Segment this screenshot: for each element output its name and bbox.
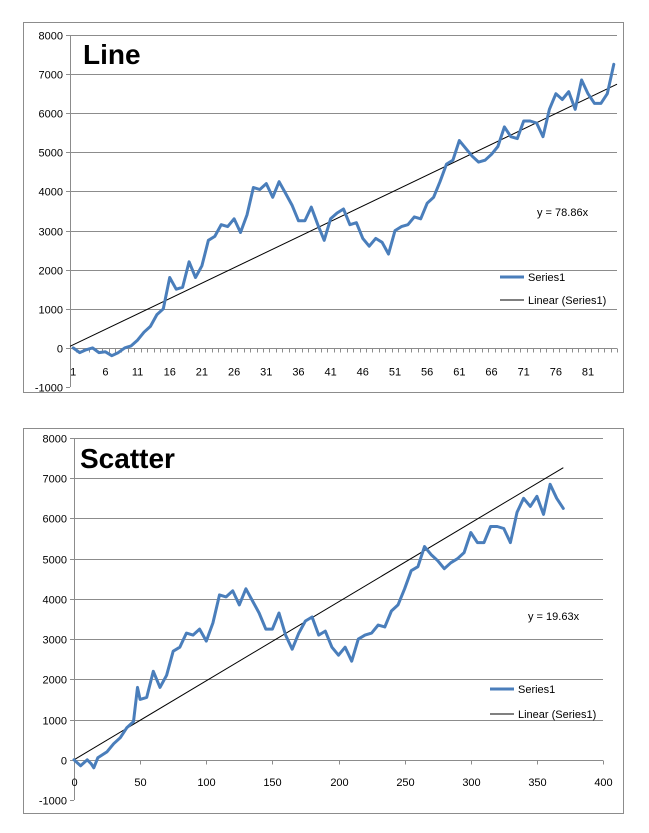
line-trendline [69, 83, 618, 347]
scatter-legend-trend-label: Linear (Series1) [518, 709, 596, 721]
line-chart-frame [23, 22, 624, 393]
scatter-y-tick-label: 7000 [43, 474, 67, 486]
scatter-x-tick-label: 50 [134, 777, 146, 789]
line-x-tick-label: 21 [196, 367, 208, 379]
line-chart-title: Line [83, 39, 141, 70]
scatter-x-tick-label: 250 [396, 777, 414, 789]
line-y-tick-label: 6000 [39, 109, 63, 121]
line-y-tick-label: 4000 [39, 187, 63, 199]
line-x-tick-label: 1 [70, 367, 76, 379]
scatter-series-line [72, 482, 565, 770]
line-trendline-equation: y = 78.86x [537, 207, 589, 219]
line-legend-trend-label: Linear (Series1) [528, 295, 606, 307]
scatter-x-tick-label: 200 [330, 777, 348, 789]
line-y-tick-label: 8000 [39, 31, 63, 43]
scatter-chart-title: Scatter [80, 443, 175, 474]
line-x-tick-label: 56 [421, 367, 433, 379]
line-x-tick-label: 36 [292, 367, 304, 379]
scatter-chart-frame [23, 428, 624, 814]
line-x-tick-label: 61 [453, 367, 465, 379]
line-y-tick-label: 3000 [39, 227, 63, 239]
line-x-tick-label: 26 [228, 367, 240, 379]
scatter-legend-series-label: Series1 [518, 684, 555, 696]
line-x-tick-label: 76 [550, 367, 562, 379]
scatter-y-tick-label: 1000 [43, 716, 67, 728]
line-x-tick-label: 81 [582, 367, 594, 379]
scatter-x-tick-label: 350 [528, 777, 546, 789]
scatter-x-tick-label: 100 [197, 777, 215, 789]
line-x-tick-label: 51 [389, 367, 401, 379]
line-x-tick-label: 16 [164, 367, 176, 379]
scatter-y-tick-label: 2000 [43, 675, 67, 687]
scatter-x-tick-label: 400 [594, 777, 612, 789]
line-x-tick-label: 31 [260, 367, 272, 379]
scatter-y-tick-label: 3000 [43, 635, 67, 647]
line-x-tick-label: 71 [518, 367, 530, 379]
scatter-y-tick-label: 4000 [43, 595, 67, 607]
line-x-tick-label: 46 [357, 367, 369, 379]
scatter-x-tick-label: 300 [462, 777, 480, 789]
line-x-tick-label: 11 [132, 367, 143, 379]
scatter-y-tick-label: 0 [61, 756, 67, 768]
scatter-y-tick-label: -1000 [39, 796, 67, 808]
scatter-y-tick-label: 5000 [43, 555, 67, 567]
scatter-trendline [73, 467, 564, 761]
line-x-tick-label: 41 [325, 367, 337, 379]
scatter-x-tick-label: 150 [263, 777, 281, 789]
line-y-tick-label: 7000 [39, 70, 63, 82]
line-y-tick-label: 5000 [39, 148, 63, 160]
line-legend-series-label: Series1 [528, 272, 565, 284]
line-y-tick-label: 1000 [39, 305, 63, 317]
scatter-x-tick-label: 0 [71, 777, 77, 789]
line-series-line [71, 62, 616, 358]
scatter-y-tick-label: 8000 [43, 434, 67, 446]
line-y-tick-label: -1000 [35, 383, 63, 395]
line-y-tick-label: 2000 [39, 266, 63, 278]
line-x-tick-label: 66 [485, 367, 497, 379]
scatter-y-tick-label: 6000 [43, 514, 67, 526]
line-y-tick-label: 0 [57, 344, 63, 356]
scatter-trendline-equation: y = 19.63x [528, 611, 580, 623]
line-x-tick-label: 6 [102, 367, 108, 379]
